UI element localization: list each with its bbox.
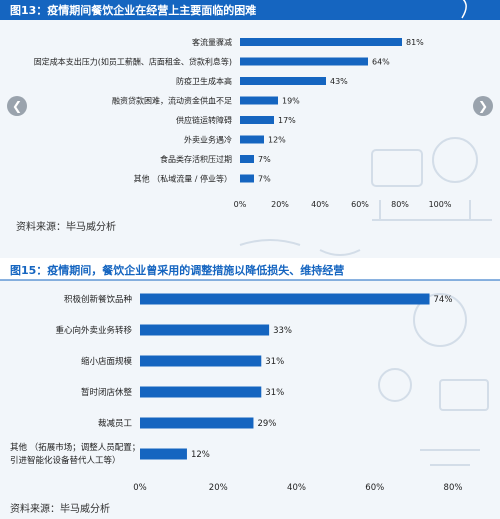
value-label-1-4: 17% <box>278 116 296 125</box>
category-label-1-5: 外卖业务遇冷 <box>184 135 232 145</box>
x-tick-label-1-0: 0% <box>234 200 247 209</box>
category-label-1-0: 客流量骤减 <box>192 37 232 47</box>
bar-1-1 <box>240 57 368 66</box>
category-label-1-2: 防疫卫生成本高 <box>176 76 232 86</box>
value-label-2-2: 31% <box>265 357 284 367</box>
category-label-2-1: 重心向外卖业务转移 <box>55 325 132 336</box>
value-label-2-3: 31% <box>265 388 284 398</box>
bar-2-3 <box>140 386 262 398</box>
chart-1-title-band <box>0 0 500 20</box>
chart-2-title-band <box>0 258 500 280</box>
x-tick-label-2-4: 80% <box>444 483 463 493</box>
category-label-1-4: 供应链运转障碍 <box>176 115 232 125</box>
chart-1-swoosh <box>461 0 467 19</box>
bar-1-7 <box>240 174 254 183</box>
category-label-2-4: 裁减员工 <box>98 418 133 429</box>
bar-1-5 <box>240 135 264 144</box>
category-label-2-0: 积极创新餐饮品种 <box>64 294 132 305</box>
category-label-1-3: 融资贷款困难，流动资金供血不足 <box>112 96 232 106</box>
category-label-line-2-5-0: 其他 （拓展市场；调整人员配置； <box>10 442 140 453</box>
category-label-1-1: 固定成本支出压力(如员工薪酬、店面租金、贷款利息等) <box>34 57 232 67</box>
value-label-2-0: 74% <box>434 295 453 305</box>
value-label-1-5: 12% <box>268 136 286 145</box>
chart-1: 图13：疫情期间餐饮企业在经营上主要面临的困难 客流量骤减 81% 固定成本支出压力… <box>0 0 500 209</box>
carousel-prev-button[interactable]: ❮ <box>7 96 27 116</box>
x-tick-label-2-0: 0% <box>133 483 147 493</box>
chart-2: 图15：疫情期间，餐饮企业曾采用的调整措施以降低损失、维持经营 积极创新餐饮品种… <box>0 258 500 493</box>
value-label-1-0: 81% <box>406 38 424 47</box>
bar-2-0 <box>140 293 430 305</box>
x-tick-label-1-3: 60% <box>351 200 369 209</box>
value-label-2-5: 12% <box>191 450 210 460</box>
x-tick-label-1-1: 20% <box>271 200 289 209</box>
chart-1-title: 图13：疫情期间餐饮企业在经营上主要面临的困难 <box>10 3 256 17</box>
value-label-1-2: 43% <box>330 77 348 86</box>
value-label-1-1: 64% <box>372 58 390 67</box>
category-label-1-6: 食品类存活积压过期 <box>160 154 232 164</box>
value-label-1-6: 7% <box>258 155 271 164</box>
x-tick-label-2-3: 60% <box>365 483 384 493</box>
background-illustration <box>239 137 492 466</box>
chart-1-source: 资料来源：毕马威分析 <box>16 222 116 233</box>
bar-2-2 <box>140 355 262 367</box>
x-tick-label-1-5: 100% <box>429 200 452 209</box>
bar-1-3 <box>240 96 278 105</box>
bar-1-2 <box>240 77 326 85</box>
bar-2-4 <box>140 417 254 429</box>
value-label-2-1: 33% <box>273 326 292 336</box>
x-tick-label-1-2: 40% <box>311 200 329 209</box>
chart-2-title: 图15：疫情期间，餐饮企业曾采用的调整措施以降低损失、维持经营 <box>10 263 344 277</box>
category-label-2-2: 缩小店面规模 <box>81 356 133 367</box>
bar-2-5 <box>140 448 187 460</box>
bar-1-4 <box>240 116 274 124</box>
x-tick-label-2-2: 40% <box>287 483 306 493</box>
chart-2-source: 资料来源：毕马威分析 <box>10 504 110 515</box>
category-label-line-2-5-1: 引进智能化设备替代人工等） <box>10 455 121 466</box>
x-tick-label-2-1: 20% <box>209 483 228 493</box>
value-label-1-7: 7% <box>258 175 271 184</box>
value-label-2-4: 29% <box>257 419 276 429</box>
category-label-2-5: 其他 （拓展市场；调整人员配置； 引进智能化设备替代人工等） <box>10 442 140 466</box>
category-label-1-7: 其他 （私域流量 / 停业等） <box>134 174 232 184</box>
carousel-next-button[interactable]: ❯ <box>473 96 493 116</box>
category-label-2-3: 暂时闭店休整 <box>81 387 133 398</box>
x-tick-label-1-4: 80% <box>391 200 409 209</box>
bar-2-1 <box>140 324 270 336</box>
bar-1-6 <box>240 155 254 163</box>
bar-1-0 <box>240 38 402 46</box>
value-label-1-3: 19% <box>282 97 300 106</box>
